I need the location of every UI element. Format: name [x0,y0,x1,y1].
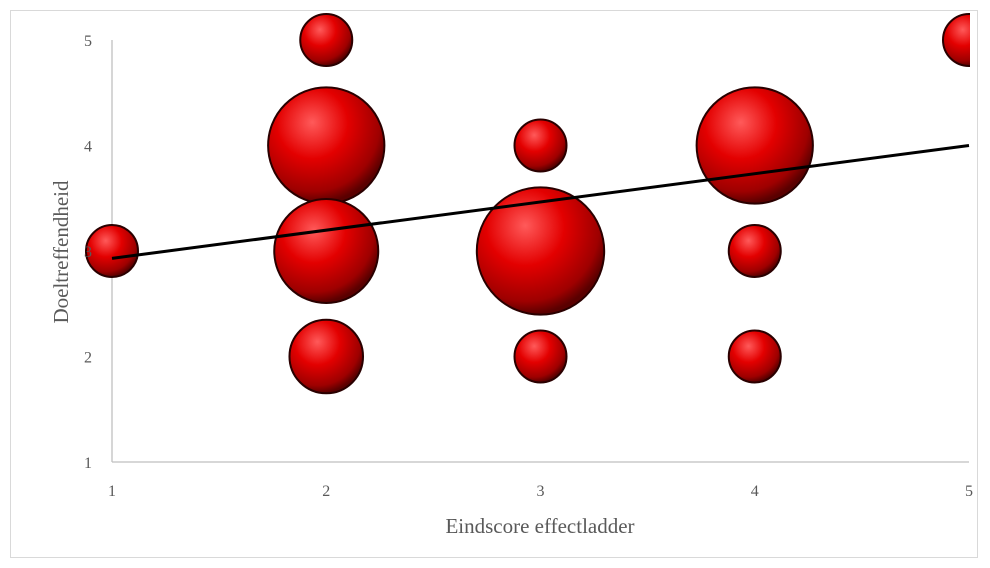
bubble-point [695,86,814,205]
y-tick-label: 4 [84,139,92,156]
trendline-group [111,144,970,260]
bubble-point [513,329,568,384]
x-tick-label: 4 [751,483,759,500]
x-tick-label: 2 [322,483,330,500]
x-tick-labels: 1 2 3 4 5 [108,483,973,500]
x-tick-label: 1 [108,483,116,500]
y-tick-label: 3 [84,244,92,261]
x-tick-label: 5 [965,483,973,500]
bubble-point [273,198,380,304]
bubble-point [85,224,139,278]
bubble-point [727,329,782,384]
y-tick-label: 5 [84,33,92,50]
y-tick-label: 1 [84,455,92,472]
bubble-point [288,318,365,395]
trendline [111,144,970,260]
x-tick-label: 3 [537,483,545,500]
bubble-point [299,13,354,67]
bubble-point [513,118,568,173]
bubble-point [267,86,386,205]
y-axis-title: Doeltreffendheid [49,180,73,324]
bubble-point [727,224,782,278]
bubble-point [942,13,970,67]
x-axis-title: Eindscore effectladder [445,514,634,538]
y-tick-label: 2 [84,350,92,367]
bubble-point [475,186,606,316]
y-tick-labels: 1 2 3 4 5 [84,33,92,472]
bubbles-group [85,13,970,395]
